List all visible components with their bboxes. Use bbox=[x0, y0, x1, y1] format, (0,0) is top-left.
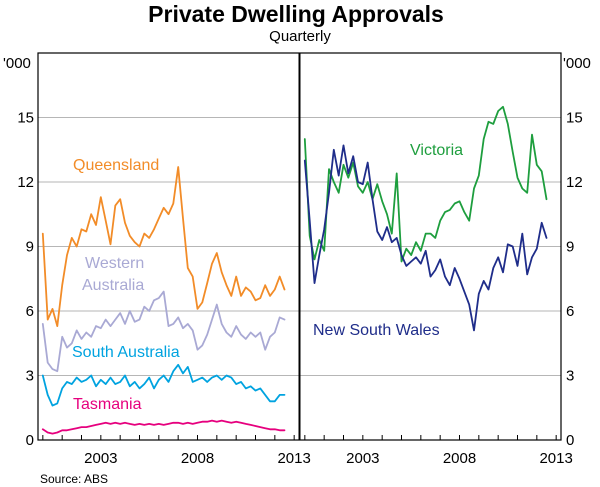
y-tick-label: 12 bbox=[17, 174, 34, 191]
series-line-victoria bbox=[303, 105, 548, 263]
y-tick-label: 0 bbox=[566, 432, 574, 449]
right-unit-label: '000 bbox=[563, 55, 591, 72]
series-line-western-australia bbox=[41, 290, 286, 373]
x-tick-label: 2003 bbox=[84, 450, 117, 467]
label-victoria: Victoria bbox=[410, 142, 463, 159]
x-tick-label: 2003 bbox=[346, 450, 379, 467]
chart-subtitle: Quarterly bbox=[269, 28, 331, 45]
x-tick-label: 2013 bbox=[277, 450, 310, 467]
y-tick-label: 3 bbox=[26, 368, 34, 385]
series-line-queensland bbox=[41, 166, 286, 328]
label-western-australia-2: Australia bbox=[82, 277, 144, 294]
left-panel-gridlines bbox=[38, 117, 299, 376]
y-tick-label: 15 bbox=[566, 110, 583, 127]
chart-title: Private Dwelling Approvals bbox=[148, 1, 444, 27]
source-note: Source: ABS bbox=[40, 472, 108, 486]
y-tick-label: 6 bbox=[566, 303, 574, 320]
series-line-tasmania bbox=[41, 419, 286, 435]
series-lines bbox=[41, 105, 548, 435]
right-y-axis: 0 3 6 9 12 15 bbox=[566, 110, 583, 450]
left-y-axis: 0 3 6 9 12 15 bbox=[17, 110, 34, 450]
label-tasmania: Tasmania bbox=[73, 396, 142, 413]
label-queensland: Queensland bbox=[73, 157, 159, 174]
y-tick-label: 9 bbox=[566, 239, 574, 256]
right-panel-gridlines bbox=[300, 117, 561, 376]
y-tick-label: 12 bbox=[566, 174, 583, 191]
y-tick-label: 0 bbox=[26, 432, 34, 449]
label-south-australia: South Australia bbox=[72, 344, 180, 361]
y-tick-label: 9 bbox=[26, 239, 34, 256]
x-axis: 2003 2008 2013 2003 2008 2013 bbox=[42, 435, 573, 467]
y-tick-label: 3 bbox=[566, 368, 574, 385]
y-tick-label: 6 bbox=[26, 303, 34, 320]
x-tick-label: 2013 bbox=[539, 450, 572, 467]
left-unit-label: '000 bbox=[3, 55, 31, 72]
x-tick-label: 2008 bbox=[443, 450, 476, 467]
series-line-south-australia bbox=[41, 363, 286, 407]
x-tick-label: 2008 bbox=[181, 450, 214, 467]
label-western-australia-1: Western bbox=[85, 255, 144, 272]
series-line-new-south-wales bbox=[303, 144, 548, 332]
label-new-south-wales: New South Wales bbox=[313, 322, 440, 339]
y-tick-label: 15 bbox=[17, 110, 34, 127]
